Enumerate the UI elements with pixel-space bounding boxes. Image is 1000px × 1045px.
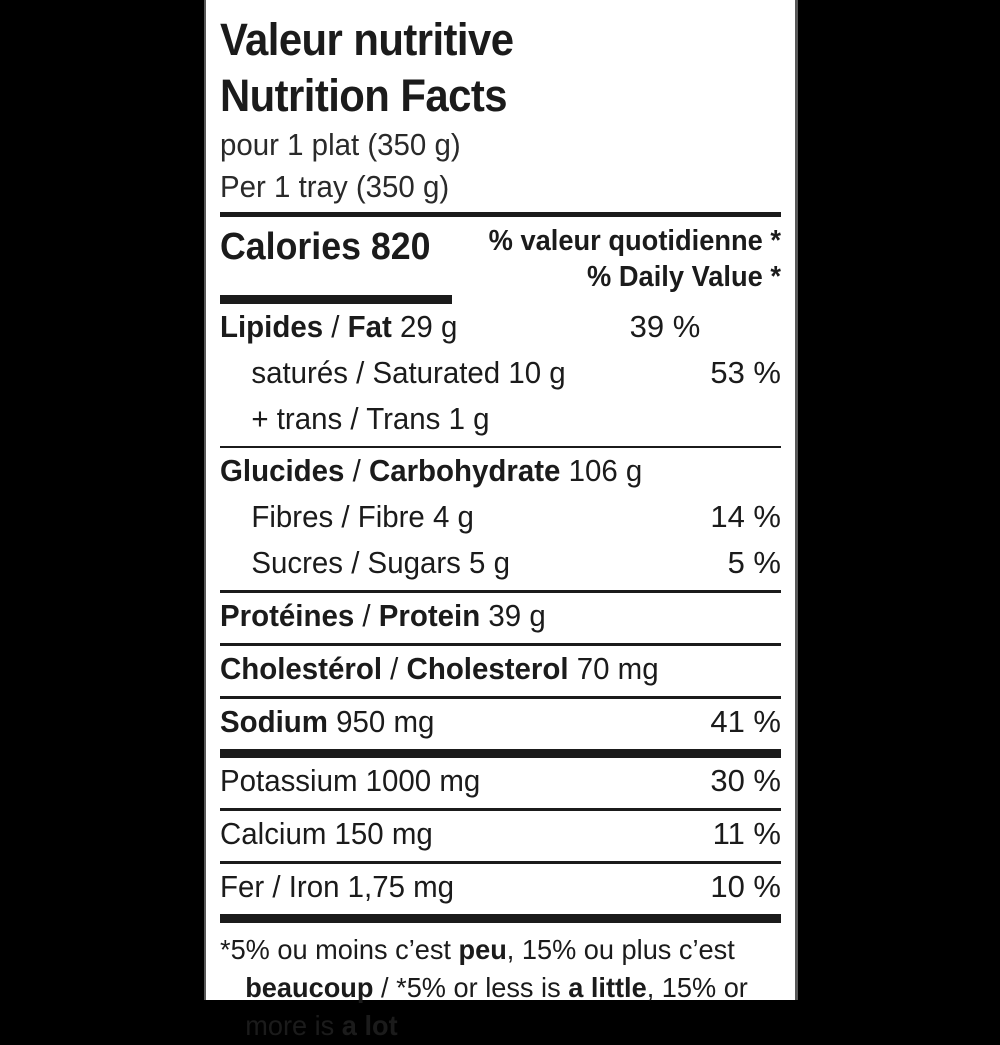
sodium-amount: 950 mg xyxy=(327,704,435,739)
sodium-daily-value: 41 % xyxy=(710,704,781,739)
cholesterol-label: Cholestérol / Cholesterol 70 mg xyxy=(220,646,743,692)
calories-label: Calories 820 xyxy=(220,223,431,271)
divider-above-carbohydrate xyxy=(220,446,781,448)
daily-value-header: % valeur quotidienne * % Daily Value * xyxy=(470,223,781,295)
daily-value-footnote: *5% ou moins c’est peu, 15% ou plus c’es… xyxy=(220,923,764,1045)
row-fat: Lipides / Fat 29 g 39 % xyxy=(220,304,700,350)
dv-header-french: % valeur quotidienne * xyxy=(488,225,781,257)
fat-daily-value: 39 % xyxy=(629,309,701,344)
title-english: Nutrition Facts xyxy=(220,70,507,121)
protein-name-french: Protéines xyxy=(220,598,355,633)
row-potassium: Potassium 1000 mg 30 % xyxy=(220,758,781,804)
divider-below-sodium xyxy=(220,749,781,758)
calcium-label: Calcium 150 mg xyxy=(220,816,433,851)
row-calcium: Calcium 150 mg 11 % xyxy=(220,811,781,857)
calories-row: Calories 820 % valeur quotidienne * % Da… xyxy=(220,217,781,295)
screenshot-root: Valeur nutritive Nutrition Facts pour 1 … xyxy=(204,0,798,1041)
divider-above-protein xyxy=(220,590,781,593)
sodium-label: Sodium 950 mg xyxy=(220,699,676,745)
footnote-part3: / *5% or less is xyxy=(373,972,569,1003)
fat-amount: 29 g xyxy=(391,309,458,344)
divider-above-footnote xyxy=(220,914,781,923)
potassium-label: Potassium 1000 mg xyxy=(220,763,481,798)
fat-separator: / xyxy=(323,309,348,344)
carbohydrate-name-english: Carbohydrate xyxy=(368,453,561,488)
divider-below-calories xyxy=(220,295,452,304)
sugars-label: Sucres / Sugars 5 g xyxy=(251,545,510,580)
protein-name-english: Protein xyxy=(378,598,481,633)
divider-above-calcium xyxy=(220,808,781,811)
fat-group: Lipides / Fat 29 g 39 % saturés / Satura… xyxy=(220,304,781,442)
carbohydrate-amount: 106 g xyxy=(560,453,643,488)
footnote-part1: *5% ou moins c’est xyxy=(220,934,459,965)
row-protein: Protéines / Protein 39 g xyxy=(220,593,781,639)
title-french: Valeur nutritive xyxy=(220,14,514,65)
protein-separator: / xyxy=(354,598,379,633)
divider-below-serving xyxy=(220,212,781,217)
protein-label: Protéines / Protein 39 g xyxy=(220,593,743,639)
footnote-bold-a-little: a little xyxy=(568,972,647,1003)
row-cholesterol: Cholestérol / Cholesterol 70 mg xyxy=(220,646,781,692)
carbohydrate-name-french: Glucides xyxy=(220,453,345,488)
fat-label: Lipides / Fat 29 g xyxy=(220,304,600,350)
iron-daily-value: 10 % xyxy=(710,869,781,904)
footnote-bold-a-lot: a lot xyxy=(341,1010,398,1041)
protein-amount: 39 g xyxy=(480,598,546,633)
cholesterol-name-french: Cholestérol xyxy=(220,651,383,686)
row-carbohydrate: Glucides / Carbohydrate 106 g xyxy=(220,448,781,494)
footnote-part2: , 15% ou plus c’est xyxy=(506,934,735,965)
row-fibre: Fibres / Fibre 4 g 14 % xyxy=(220,494,781,540)
fibre-label: Fibres / Fibre 4 g xyxy=(251,499,474,534)
row-sugars: Sucres / Sugars 5 g 5 % xyxy=(220,540,781,586)
iron-label: Fer / Iron 1,75 mg xyxy=(220,869,455,904)
calories-value: 820 xyxy=(370,226,431,268)
row-iron: Fer / Iron 1,75 mg 10 % xyxy=(220,864,781,910)
fibre-daily-value: 14 % xyxy=(710,499,781,534)
serving-size-english: Per 1 tray (350 g) xyxy=(220,169,450,204)
nutrition-facts-panel: Valeur nutritive Nutrition Facts pour 1 … xyxy=(204,0,798,1041)
cholesterol-amount: 70 mg xyxy=(568,651,659,686)
cholesterol-name-english: Cholesterol xyxy=(406,651,569,686)
divider-above-iron xyxy=(220,861,781,864)
row-sodium: Sodium 950 mg 41 % xyxy=(220,699,781,745)
sodium-name: Sodium xyxy=(220,704,328,739)
row-trans: + trans / Trans 1 g xyxy=(251,401,490,436)
divider-above-cholesterol xyxy=(220,643,781,646)
saturated-trans-daily-value: 53 % xyxy=(710,355,781,390)
potassium-daily-value: 30 % xyxy=(710,763,781,798)
divider-above-sodium xyxy=(220,696,781,699)
fat-name-french: Lipides xyxy=(220,309,324,344)
serving-size-french: pour 1 plat (350 g) xyxy=(220,127,461,162)
carbohydrate-label: Glucides / Carbohydrate 106 g xyxy=(220,448,743,494)
dv-header-english: % Daily Value * xyxy=(587,261,781,293)
row-saturated: saturés / Saturated 10 g xyxy=(251,355,566,390)
calcium-daily-value: 11 % xyxy=(712,816,781,851)
calories-text: Calories xyxy=(220,226,361,268)
footnote-bold-peu: peu xyxy=(458,934,507,965)
footnote-bold-beaucoup: beaucoup xyxy=(245,972,374,1003)
carbohydrate-separator: / xyxy=(344,453,369,488)
sugars-daily-value: 5 % xyxy=(727,545,781,580)
cholesterol-separator: / xyxy=(382,651,407,686)
fat-name-english: Fat xyxy=(347,309,392,344)
